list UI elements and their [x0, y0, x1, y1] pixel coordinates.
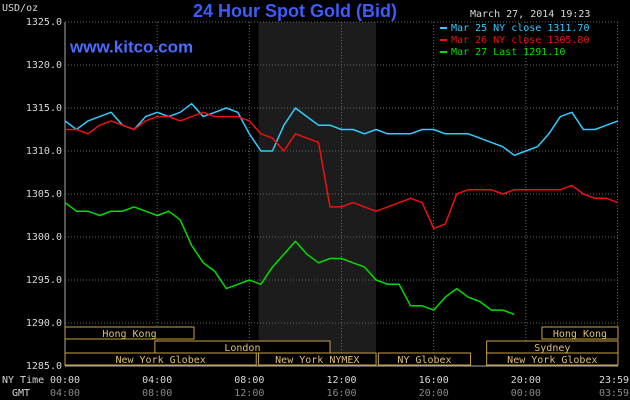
session-box — [64, 326, 195, 340]
session-label: New York Globex — [115, 355, 205, 366]
y-tick-label: 1310.0 — [26, 146, 62, 157]
series-line — [65, 111, 619, 230]
x-tick-label: 08:00 — [234, 375, 264, 386]
x2-tick-label: 12:00 — [234, 388, 264, 399]
session-label: New York Globex — [507, 355, 597, 366]
legend-label: Mar 26 NY close 1305.80 — [451, 35, 589, 46]
session-box — [64, 352, 257, 366]
x-tick-label: 00:00 — [50, 375, 80, 386]
y-tick-label: 1315.0 — [26, 103, 62, 114]
series-line — [64, 201, 515, 316]
y-tick-label: 1325.0 — [26, 17, 62, 28]
x-tick-label: 12:00 — [326, 375, 356, 386]
x2-tick-label: 08:00 — [142, 388, 172, 399]
session-box — [486, 352, 619, 366]
y-tick-label: 1285.0 — [26, 361, 62, 372]
session-label: London — [224, 343, 260, 354]
x2-tick-label: 04:00 — [50, 388, 80, 399]
session-box — [541, 326, 619, 340]
watermark: www.kitco.com — [69, 37, 193, 56]
x2-row-label: GMT — [12, 388, 30, 399]
y-tick-label: 1320.0 — [26, 60, 62, 71]
y-tick-label: 1300.0 — [26, 232, 62, 243]
x-tick-label: 20:00 — [511, 375, 541, 386]
x-tick-label: 16:00 — [419, 375, 449, 386]
x2-tick-label: 00:00 — [511, 388, 541, 399]
session-box — [258, 352, 377, 366]
legend-label: Mar 27 Last 1291.10 — [451, 47, 565, 58]
y-axis-label: USD/oz — [2, 3, 38, 14]
session-label: Hong Kong — [102, 329, 156, 340]
session-label: NY Globex — [397, 355, 451, 366]
x2-tick-label: 16:00 — [326, 388, 356, 399]
y-tick-label: 1305.0 — [26, 189, 62, 200]
legend-label: Mar 25 NY close 1311.70 — [451, 23, 589, 34]
session-label: Sydney — [534, 343, 570, 354]
x-tick-label: 23:59 — [599, 375, 629, 386]
y-tick-label: 1290.0 — [26, 318, 62, 329]
session-label: Hong Kong — [553, 329, 607, 340]
timestamp: March 27, 2014 19:23 — [470, 9, 590, 20]
session-label: New York NYMEX — [275, 355, 359, 366]
x2-tick-label: 20:00 — [419, 388, 449, 399]
session-box — [377, 352, 472, 366]
x2-tick-label: 03:59 — [599, 388, 629, 399]
x-row-label: NY Time — [2, 375, 44, 386]
y-tick-label: 1295.0 — [26, 275, 62, 286]
chart-title: 24 Hour Spot Gold (Bid) — [193, 1, 397, 21]
x-tick-label: 04:00 — [142, 375, 172, 386]
series-line — [64, 102, 619, 157]
